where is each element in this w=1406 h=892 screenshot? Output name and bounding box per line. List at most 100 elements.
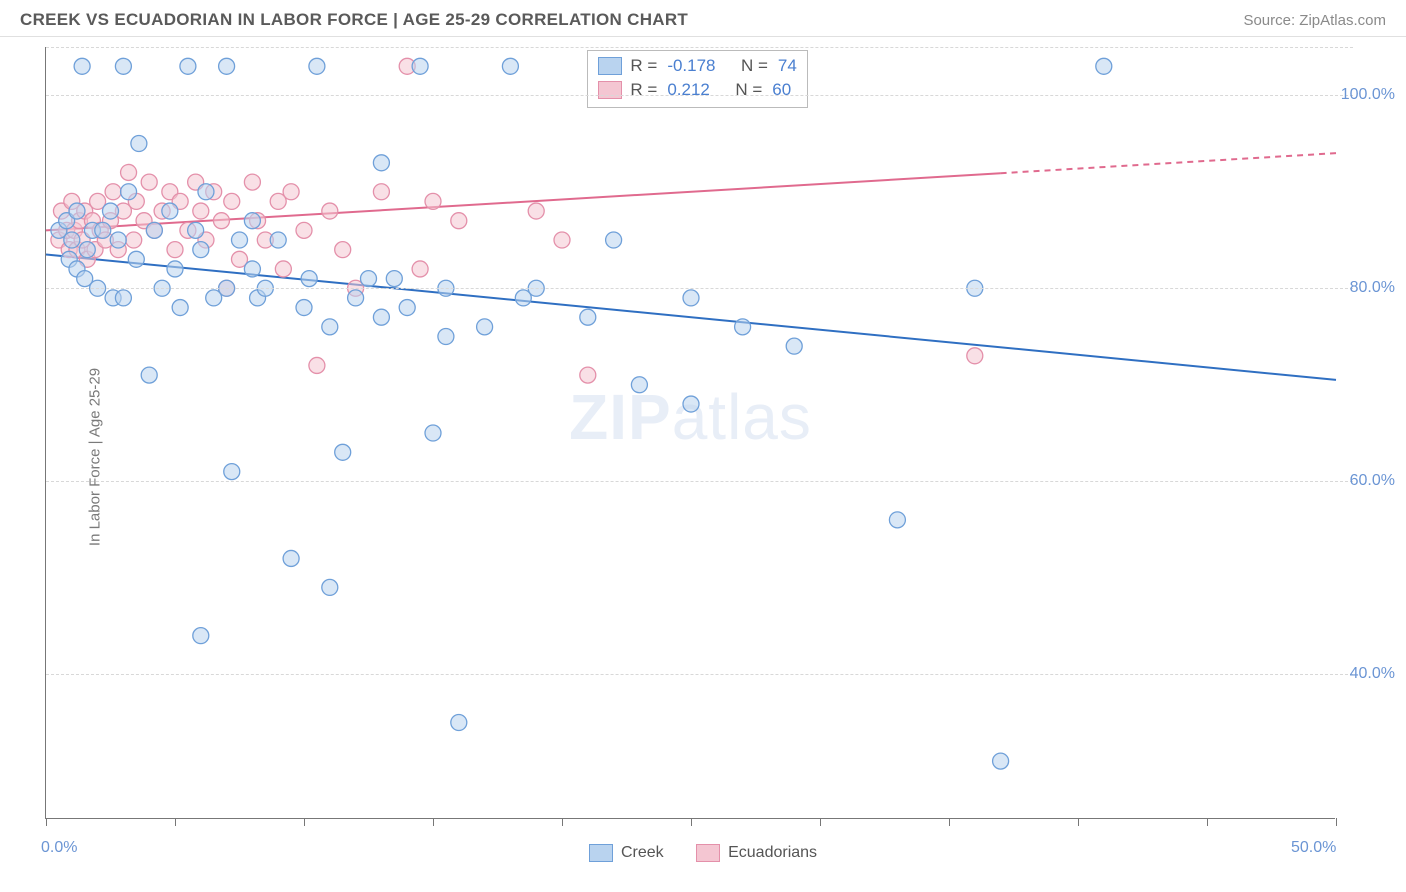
data-point <box>283 550 299 566</box>
data-point <box>180 58 196 74</box>
data-point <box>167 261 183 277</box>
gridline-h <box>46 288 1353 289</box>
data-point <box>425 193 441 209</box>
ytick-label: 60.0% <box>1350 472 1395 490</box>
legend-item-creek: Creek <box>589 844 664 862</box>
data-point <box>188 222 204 238</box>
data-point <box>335 242 351 258</box>
xtick <box>1078 818 1079 826</box>
data-point <box>348 290 364 306</box>
data-point <box>296 222 312 238</box>
ytick-label: 100.0% <box>1341 86 1395 104</box>
swatch-ecuadorians <box>696 844 720 862</box>
n-value-creek: 74 <box>778 54 797 78</box>
data-point <box>631 377 647 393</box>
data-point <box>232 232 248 248</box>
swatch-creek <box>598 57 622 75</box>
xtick <box>433 818 434 826</box>
xtick-label: 50.0% <box>1291 839 1336 857</box>
data-point <box>373 184 389 200</box>
data-point <box>735 319 751 335</box>
data-point <box>386 271 402 287</box>
data-point <box>451 715 467 731</box>
data-point <box>95 222 111 238</box>
data-point <box>451 213 467 229</box>
data-point <box>172 300 188 316</box>
data-point <box>64 232 80 248</box>
data-point <box>219 58 235 74</box>
data-point <box>1096 58 1112 74</box>
chart-container: In Labor Force | Age 25-29 ZIPatlas R = … <box>0 37 1406 877</box>
data-point <box>115 290 131 306</box>
data-point <box>309 357 325 373</box>
data-point <box>373 309 389 325</box>
ytick-label: 40.0% <box>1350 665 1395 683</box>
gridline-h <box>46 674 1353 675</box>
data-point <box>580 367 596 383</box>
chart-title: CREEK VS ECUADORIAN IN LABOR FORCE | AGE… <box>20 10 688 30</box>
xtick <box>820 818 821 826</box>
data-point <box>167 242 183 258</box>
n-value-ecuadorians: 60 <box>772 78 791 102</box>
data-point <box>244 174 260 190</box>
data-point <box>224 193 240 209</box>
xtick <box>1336 818 1337 826</box>
data-point <box>554 232 570 248</box>
correlation-row-creek: R = -0.178 N = 74 <box>598 54 796 78</box>
data-point <box>477 319 493 335</box>
correlation-legend-box: R = -0.178 N = 74 R = 0.212 N = 60 <box>587 50 807 108</box>
data-point <box>198 184 214 200</box>
data-point <box>361 271 377 287</box>
plot-area: ZIPatlas R = -0.178 N = 74 R = 0.212 N =… <box>45 47 1335 819</box>
r-value-creek: -0.178 <box>667 54 715 78</box>
data-point <box>244 261 260 277</box>
data-point <box>301 271 317 287</box>
series-legend: Creek Ecuadorians <box>0 844 1406 867</box>
xtick-label: 0.0% <box>41 839 77 857</box>
data-point <box>131 136 147 152</box>
data-point <box>373 155 389 171</box>
data-point <box>146 222 162 238</box>
legend-label-ecuadorians: Ecuadorians <box>728 844 817 862</box>
data-point <box>296 300 312 316</box>
data-point <box>193 242 209 258</box>
data-point <box>110 232 126 248</box>
data-point <box>162 203 178 219</box>
data-point <box>224 464 240 480</box>
r-value-ecuadorians: 0.212 <box>667 78 710 102</box>
data-point <box>993 753 1009 769</box>
data-point <box>141 367 157 383</box>
data-point <box>502 58 518 74</box>
data-point <box>193 628 209 644</box>
data-point <box>121 184 137 200</box>
chart-header: CREEK VS ECUADORIAN IN LABOR FORCE | AGE… <box>0 0 1406 37</box>
xtick <box>949 818 950 826</box>
data-point <box>309 58 325 74</box>
data-point <box>412 261 428 277</box>
data-point <box>79 242 95 258</box>
ytick-label: 80.0% <box>1350 279 1395 297</box>
data-point <box>889 512 905 528</box>
data-point <box>683 396 699 412</box>
gridline-h <box>46 481 1353 482</box>
data-point <box>270 232 286 248</box>
data-point <box>193 203 209 219</box>
data-point <box>103 203 119 219</box>
swatch-creek <box>589 844 613 862</box>
data-point <box>683 290 699 306</box>
xtick <box>691 818 692 826</box>
gridline-h <box>46 47 1353 48</box>
xtick <box>175 818 176 826</box>
data-point <box>126 232 142 248</box>
scatter-points <box>46 47 1335 818</box>
source-attribution: Source: ZipAtlas.com <box>1243 12 1386 29</box>
data-point <box>528 203 544 219</box>
data-point <box>399 300 415 316</box>
legend-label-creek: Creek <box>621 844 664 862</box>
data-point <box>322 203 338 219</box>
data-point <box>580 309 596 325</box>
data-point <box>335 444 351 460</box>
data-point <box>141 174 157 190</box>
xtick <box>1207 818 1208 826</box>
gridline-h <box>46 95 1353 96</box>
